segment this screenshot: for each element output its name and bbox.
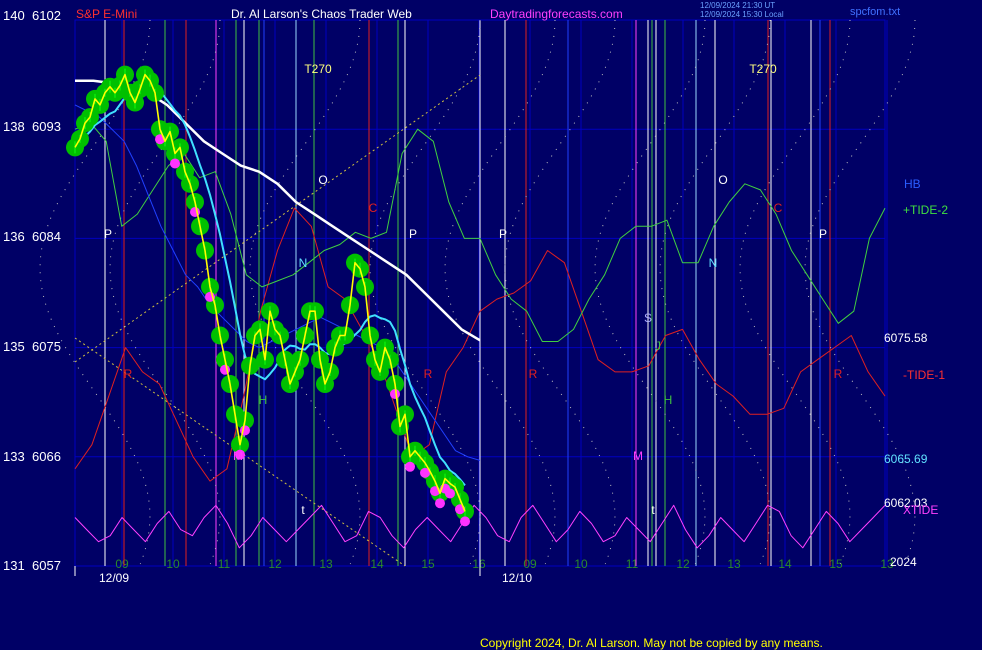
- dotted-cycle-wave-5: [504, 19, 616, 565]
- dotted-cycle-wave-8: [739, 19, 851, 565]
- marker-r-12: R: [124, 367, 133, 381]
- phase-dot-1: [170, 158, 180, 169]
- dotted-cycle-wave-2: [249, 19, 361, 565]
- site-title: Dr. Al Larson's Chaos Trader Web: [231, 7, 412, 21]
- x-tick-label-2: 11: [218, 557, 231, 571]
- y-tick-cycle-0: 140: [3, 8, 25, 23]
- marker-t270-0: T270: [304, 62, 332, 76]
- marker-n-10: N: [299, 256, 308, 270]
- y-tick-cycle-5: 131: [3, 558, 25, 573]
- marker-p-5: P: [819, 227, 827, 241]
- phase-dot-11: [435, 498, 445, 509]
- marker-j-21: J: [655, 339, 661, 353]
- phase-dot-7: [390, 389, 400, 399]
- marker-c-9: C: [774, 201, 783, 215]
- right-label-xtide: XTIDE: [903, 503, 939, 517]
- x-tick-label-0: 09: [115, 557, 129, 571]
- phase-dot-8: [405, 461, 415, 472]
- y-tick-cycle-3: 135: [3, 339, 25, 354]
- right-label-tide-plus: +TIDE-2: [903, 203, 949, 217]
- copyright-notice: Copyright 2024, Dr. Al Larson. May not b…: [480, 636, 823, 650]
- marker-s-20: S: [644, 311, 652, 325]
- marker-r-14: R: [529, 367, 538, 381]
- x-tick-label-12: 13: [727, 557, 741, 571]
- marker-p-2: P: [104, 227, 112, 241]
- x-tick-label-9: 10: [574, 557, 588, 571]
- dotted-cycle-wave-9: [804, 19, 916, 565]
- marker-c-8: C: [369, 201, 378, 215]
- tide-plus-line: [74, 122, 886, 342]
- marker-t-22: t: [301, 503, 305, 517]
- marker-r-15: R: [834, 367, 843, 381]
- phase-dot-15: [460, 516, 470, 527]
- x-tick-label-3: 12: [268, 557, 282, 571]
- x-tick-label-6: 15: [421, 557, 435, 571]
- x-tick-label-15: 13: [880, 557, 894, 571]
- x-tick-label-11: 12: [676, 557, 690, 571]
- slow-average-line: [75, 79, 481, 342]
- y-tick-cycle-2: 136: [3, 229, 25, 244]
- tide-minus-line: [74, 207, 886, 482]
- trend-line-upper: [74, 74, 481, 363]
- price-line: [74, 73, 466, 512]
- y-tick-price-2: 6084: [32, 229, 61, 244]
- y-tick-price-3: 6075: [32, 339, 61, 354]
- marker-r-13: R: [424, 367, 433, 381]
- dotted-cycle-wave-6: [594, 19, 706, 565]
- marker-t270-1: T270: [749, 62, 777, 76]
- marker-h-17: H: [664, 393, 673, 407]
- marker-m-18: M: [233, 449, 243, 463]
- xtide-line: [74, 504, 886, 549]
- x-tick-label-5: 14: [370, 557, 384, 571]
- x-date-label-1: 12/10: [502, 571, 533, 585]
- marker-p-4: P: [499, 227, 507, 241]
- timestamp-local: 12/09/2024 15:30 Local: [700, 10, 784, 19]
- phase-dot-9: [420, 467, 430, 478]
- marker-p-3: P: [409, 227, 417, 241]
- x-tick-label-7: 16: [472, 557, 486, 571]
- marker-o-6: O: [318, 173, 327, 187]
- right-label-hb: HB: [904, 177, 921, 191]
- data-file-name: spcfom.txt: [850, 6, 901, 18]
- y-tick-price-4: 6066: [32, 449, 61, 464]
- phase-dot-5: [235, 449, 245, 460]
- x-tick-label-1: 10: [166, 557, 180, 571]
- y-tick-price-1: 6093: [32, 119, 61, 134]
- chart-title: S&P E-Mini: [76, 7, 138, 21]
- x-date-label-0: 12/09: [99, 571, 130, 585]
- x-year-label: 2024: [890, 555, 917, 569]
- marker-o-7: O: [718, 173, 727, 187]
- y-tick-cycle-4: 133: [3, 449, 25, 464]
- right-label-price-fast: 6065.69: [884, 452, 928, 466]
- y-tick-cycle-1: 138: [3, 119, 25, 134]
- marker-n-11: N: [709, 256, 718, 270]
- right-label-price-last: 6062.03: [884, 496, 928, 510]
- right-label-price-slow: 6075.58: [884, 331, 928, 345]
- right-label-tide-minus: -TIDE-1: [903, 368, 945, 382]
- timestamp-ut: 12/09/2024 21:30 UT: [700, 1, 776, 10]
- x-tick-label-10: 11: [626, 557, 639, 571]
- x-tick-label-14: 15: [829, 557, 843, 571]
- x-tick-label-13: 14: [778, 557, 792, 571]
- phase-dot-13: [445, 488, 455, 499]
- marker-h-16: H: [259, 393, 268, 407]
- marker-m-19: M: [633, 449, 643, 463]
- marker-t-23: t: [651, 503, 655, 517]
- x-tick-label-4: 13: [319, 557, 333, 571]
- y-tick-price-0: 6102: [32, 8, 61, 23]
- site-link[interactable]: Daytradingforecasts.com: [490, 7, 623, 21]
- x-tick-label-8: 09: [523, 557, 537, 571]
- y-tick-price-5: 6057: [32, 558, 61, 573]
